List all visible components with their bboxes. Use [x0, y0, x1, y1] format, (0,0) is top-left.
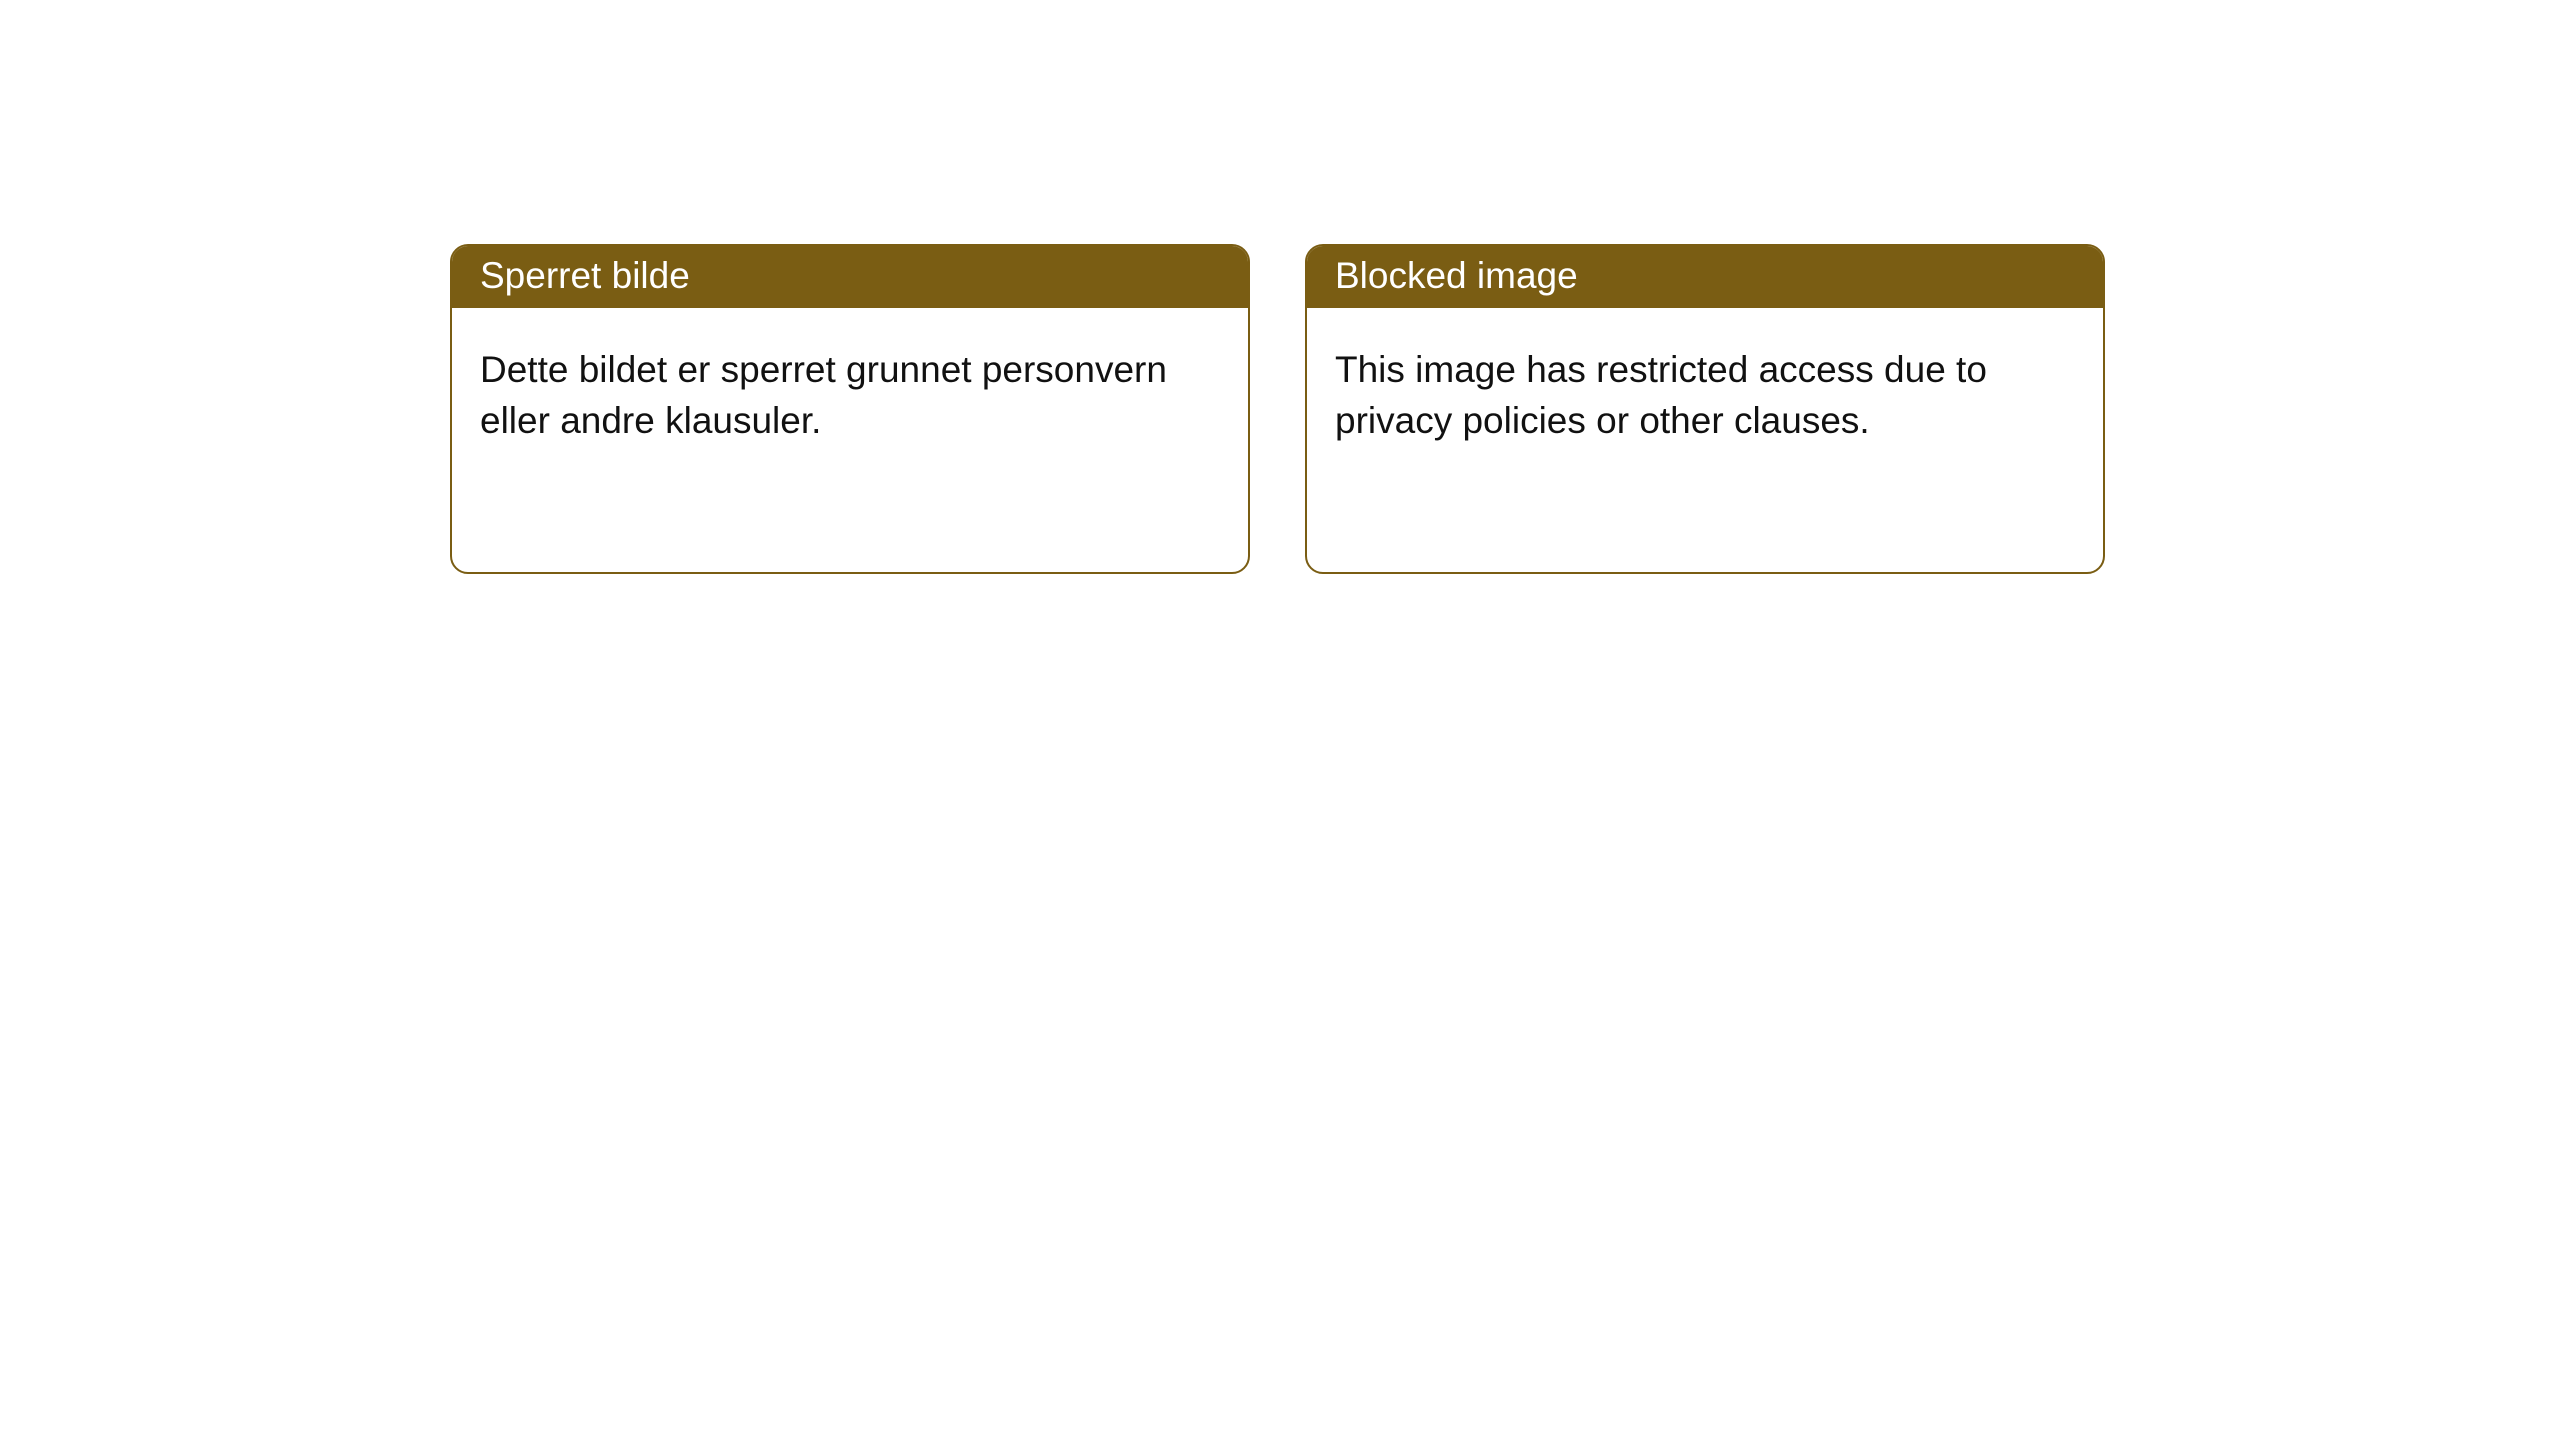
- notice-body: Dette bildet er sperret grunnet personve…: [452, 308, 1248, 474]
- notice-title: Blocked image: [1307, 246, 2103, 308]
- notice-box-norwegian: Sperret bilde Dette bildet er sperret gr…: [450, 244, 1250, 574]
- notice-container: Sperret bilde Dette bildet er sperret gr…: [0, 0, 2560, 574]
- notice-box-english: Blocked image This image has restricted …: [1305, 244, 2105, 574]
- notice-body: This image has restricted access due to …: [1307, 308, 2103, 474]
- notice-title: Sperret bilde: [452, 246, 1248, 308]
